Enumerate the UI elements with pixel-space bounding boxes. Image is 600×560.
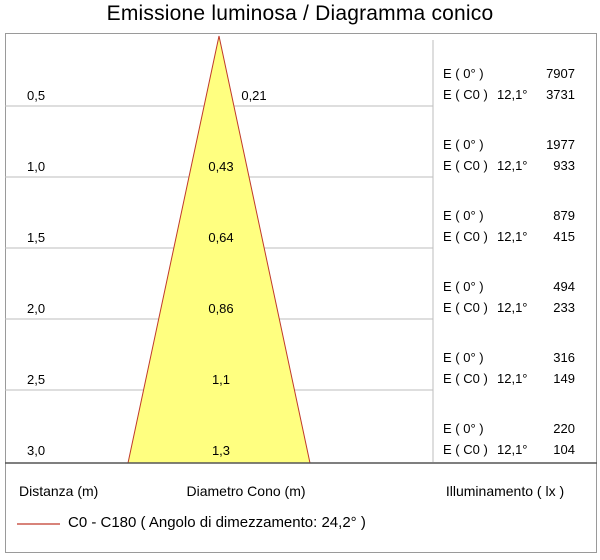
diagram-frame bbox=[5, 33, 597, 553]
e0-value: 494 bbox=[553, 279, 575, 294]
distance-header: Distanza (m) bbox=[19, 483, 98, 499]
distance-value: 3,0 bbox=[27, 443, 45, 458]
e0-value: 220 bbox=[553, 421, 575, 436]
diagram-title: Emissione luminosa / Diagramma conico bbox=[106, 2, 494, 25]
diameter-header: Diametro Cono (m) bbox=[186, 483, 305, 499]
ec0-value: 149 bbox=[553, 371, 575, 386]
ec0-label: E ( C0 ) bbox=[443, 442, 488, 457]
e0-label: E ( 0° ) bbox=[443, 421, 484, 436]
ec0-label: E ( C0 ) bbox=[443, 229, 488, 244]
e0-value: 316 bbox=[553, 350, 575, 365]
half-angle-label: 12,1° bbox=[497, 87, 528, 102]
e0-value: 7907 bbox=[546, 66, 575, 81]
diagram-rows: 0,5 0,21 E ( 0° ) 7907 E ( C0 ) 12,1° 3731 1,0 0… bbox=[27, 66, 575, 458]
distance-value: 1,5 bbox=[27, 230, 45, 245]
e0-label: E ( 0° ) bbox=[443, 66, 484, 81]
cone-diameter-value: 0,64 bbox=[208, 230, 233, 245]
ec0-label: E ( C0 ) bbox=[443, 371, 488, 386]
half-angle-label: 12,1° bbox=[497, 229, 528, 244]
half-angle-label: 12,1° bbox=[497, 300, 528, 315]
e0-label: E ( 0° ) bbox=[443, 208, 484, 223]
e0-label: E ( 0° ) bbox=[443, 350, 484, 365]
legend-label: C0 - C180 ( Angolo di dimezzamento: 24,2… bbox=[68, 514, 366, 531]
distance-value: 0,5 bbox=[27, 88, 45, 103]
distance-value: 1,0 bbox=[27, 159, 45, 174]
ec0-value: 104 bbox=[553, 442, 575, 457]
distance-value: 2,5 bbox=[27, 372, 45, 387]
e0-value: 1977 bbox=[546, 137, 575, 152]
cone-diameter-value: 0,43 bbox=[208, 159, 233, 174]
ec0-value: 415 bbox=[553, 229, 575, 244]
e0-label: E ( 0° ) bbox=[443, 137, 484, 152]
ec0-label: E ( C0 ) bbox=[443, 87, 488, 102]
cone-diameter-value: 0,21 bbox=[241, 88, 266, 103]
half-angle-label: 12,1° bbox=[497, 442, 528, 457]
e0-value: 879 bbox=[553, 208, 575, 223]
distance-value: 2,0 bbox=[27, 301, 45, 316]
ec0-value: 233 bbox=[553, 300, 575, 315]
cone-diameter-value: 1,1 bbox=[212, 372, 230, 387]
cone-diameter-value: 1,3 bbox=[212, 443, 230, 458]
e0-label: E ( 0° ) bbox=[443, 279, 484, 294]
ec0-value: 933 bbox=[553, 158, 575, 173]
half-angle-label: 12,1° bbox=[497, 371, 528, 386]
cone-diameter-value: 0,86 bbox=[208, 301, 233, 316]
ec0-label: E ( C0 ) bbox=[443, 158, 488, 173]
ec0-label: E ( C0 ) bbox=[443, 300, 488, 315]
half-angle-label: 12,1° bbox=[497, 158, 528, 173]
ec0-value: 3731 bbox=[546, 87, 575, 102]
light-cone bbox=[127, 35, 311, 464]
illuminance-header: Illuminamento ( lx ) bbox=[446, 483, 564, 499]
